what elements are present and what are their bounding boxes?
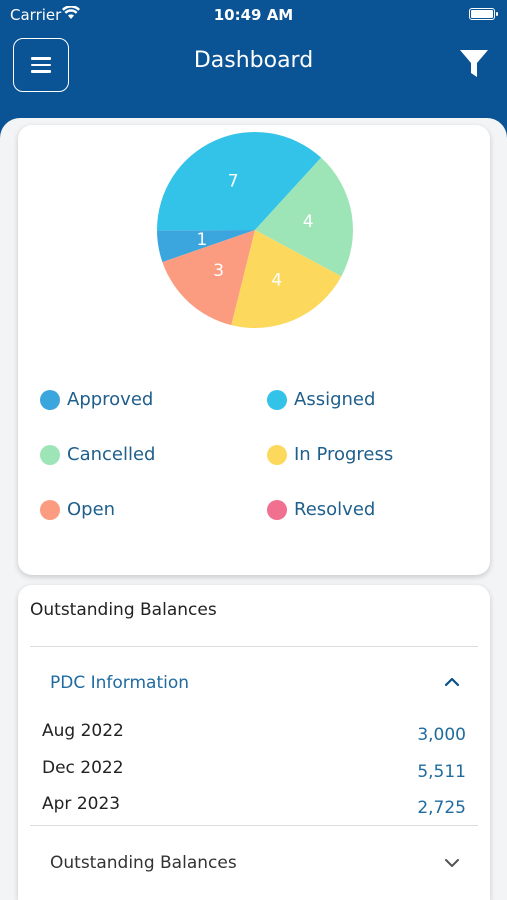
pdc-row-label: Apr 2023 <box>42 794 121 814</box>
legend-label: Cancelled <box>67 444 156 465</box>
legend-item: Open <box>40 499 115 520</box>
legend-item: Approved <box>40 389 153 410</box>
legend-dot <box>267 444 287 465</box>
legend-label: In Progress <box>294 444 394 465</box>
pdc-row-label: Dec 2022 <box>42 758 124 778</box>
legend-dot <box>267 389 287 410</box>
pie-slice-assigned <box>157 132 322 231</box>
legend-item: Cancelled <box>40 444 155 465</box>
pdc-row-label: Aug 2022 <box>42 721 124 741</box>
legend-dot <box>40 444 60 465</box>
pdc-title: PDC Information <box>50 673 190 693</box>
legend-item: Resolved <box>267 499 375 520</box>
page-title: Dashboard <box>193 48 314 73</box>
chevron-down-icon[interactable] <box>444 858 460 868</box>
wifi-icon <box>62 6 80 19</box>
pie-slice-value: 3 <box>213 261 224 281</box>
pie-slice-approved <box>157 230 255 263</box>
legend-label: Resolved <box>294 499 376 520</box>
status-time: 10:49 AM <box>213 6 294 24</box>
filter-icon[interactable] <box>459 48 489 80</box>
pie-slice-value: 4 <box>271 270 282 290</box>
battery-icon <box>469 8 498 20</box>
divider <box>30 825 478 826</box>
menu-button[interactable] <box>13 38 69 92</box>
divider <box>30 646 478 647</box>
legend-dot <box>267 499 287 520</box>
balances-title: Outstanding Balances <box>30 600 217 620</box>
pie-slice-value: 7 <box>228 172 239 192</box>
legend-dot <box>40 389 60 410</box>
pie-slice-value: 4 <box>303 212 314 232</box>
pie-slice-open <box>162 230 255 326</box>
status-bar: Carrier 10:49 AM <box>0 0 507 30</box>
legend-item: Assigned <box>267 389 375 410</box>
pdc-row-value: 5,511 <box>417 762 466 782</box>
outstanding-balances-card: Outstanding Balances PDC Information Aug… <box>18 585 490 900</box>
pie-slice-in-progress <box>231 230 342 328</box>
legend-label: Assigned <box>294 389 376 410</box>
pdc-row-value: 3,000 <box>417 725 466 745</box>
legend-label: Approved <box>67 389 154 410</box>
menu-icon <box>31 57 51 60</box>
legend-dot <box>40 499 60 520</box>
status-chart-card: 1 7 4 4 3 Approved Assigned Cancelled In Progre… <box>18 125 490 575</box>
legend-item: In Progress <box>267 444 393 465</box>
pie-slice-cancelled <box>255 157 353 277</box>
pdc-row-value: 2,725 <box>417 798 466 818</box>
status-pie-chart: 1 7 4 4 3 <box>157 132 353 328</box>
carrier-label: Carrier <box>10 6 62 24</box>
pie-slice-value: 1 <box>196 230 207 250</box>
outstanding-section-title: Outstanding Balances <box>50 853 237 873</box>
legend-label: Open <box>67 499 116 520</box>
chevron-up-icon[interactable] <box>444 677 460 687</box>
